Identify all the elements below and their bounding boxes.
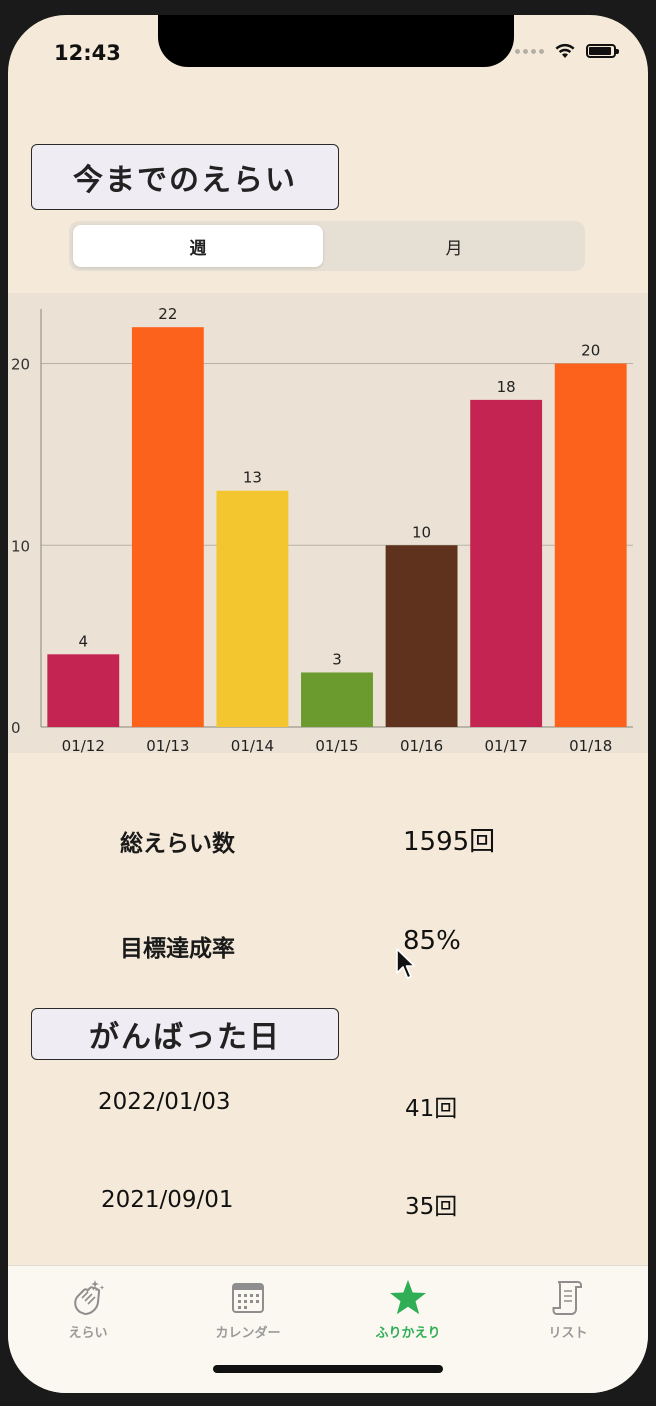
bar: [131, 327, 204, 727]
wifi-icon: [555, 43, 575, 58]
best-day-count: 35回: [405, 1194, 458, 1220]
y-tick-label: 0: [11, 719, 21, 737]
clapping-hands-icon: [74, 1280, 105, 1316]
weekly-bar-chart: 0 10 20 4 01/12 22 01/13 13 01/14 3 01/15 10 01/16 18…: [8, 293, 648, 753]
bar: [47, 654, 120, 727]
tab-label: えらい: [68, 1326, 108, 1341]
x-tick-label: 01/13: [146, 737, 189, 753]
best-days-title: がんばった日: [31, 1008, 339, 1060]
best-day-date: 2021/09/01: [101, 1187, 234, 1213]
bar-value-label: 3: [332, 650, 342, 668]
bar: [385, 545, 458, 727]
best-day-count: 41回: [405, 1096, 458, 1122]
x-tick-label: 01/16: [400, 737, 443, 753]
period-segmented-control: 週 月: [69, 221, 585, 271]
bar: [216, 490, 289, 727]
x-tick-label: 01/17: [485, 737, 528, 753]
app-screen: 12:43 今までのえらい 週 月 0 10 20 4 01/12 22 01/13 13 01…: [8, 15, 648, 1393]
x-tick-label: 01/18: [569, 737, 612, 753]
tab-calendar[interactable]: カレンダー: [168, 1278, 328, 1341]
x-tick-label: 01/15: [315, 737, 358, 753]
page-title: 今までのえらい: [31, 144, 339, 210]
bar: [470, 399, 543, 727]
status-indicators: [515, 43, 619, 59]
calendar-icon: [232, 1283, 264, 1313]
x-tick-label: 01/14: [231, 737, 274, 753]
star-icon: [390, 1280, 426, 1315]
chart-svg: 0 10 20 4 01/12 22 01/13 13 01/14 3 01/15 10 01/16 18…: [11, 305, 633, 753]
tab-list[interactable]: リスト: [488, 1278, 648, 1341]
y-tick-label: 20: [11, 356, 30, 374]
mouse-cursor-icon: [396, 948, 416, 979]
bar: [301, 672, 373, 727]
best-day-date: 2022/01/03: [98, 1089, 231, 1115]
tab-label: ふりかえり: [375, 1326, 441, 1341]
bar-value-label: 22: [158, 305, 177, 323]
tab-review[interactable]: ふりかえり: [328, 1278, 488, 1341]
bar-value-label: 18: [497, 378, 516, 396]
status-time: 12:43: [54, 41, 121, 65]
y-tick-label: 10: [11, 537, 30, 555]
tab-bar: えらい カレンダー ふりかえり: [8, 1265, 648, 1393]
bar-value-label: 4: [79, 632, 89, 650]
cellular-signal-icon: [515, 48, 544, 54]
scroll-icon: [552, 1281, 582, 1315]
segment-month[interactable]: 月: [445, 238, 463, 259]
device-notch: [158, 15, 514, 67]
achievement-rate-value: 85%: [403, 926, 461, 956]
bar-value-label: 10: [412, 523, 431, 541]
tab-label: カレンダー: [215, 1326, 281, 1341]
tab-erai[interactable]: えらい: [8, 1278, 168, 1341]
battery-icon: [586, 44, 619, 58]
bar-value-label: 13: [243, 469, 262, 487]
segment-week[interactable]: 週: [73, 225, 323, 267]
bar-value-label: 20: [581, 342, 600, 360]
bar: [554, 363, 627, 727]
total-count-label: 総えらい数: [120, 830, 235, 857]
x-tick-label: 01/12: [62, 737, 105, 753]
achievement-rate-label: 目標達成率: [120, 935, 235, 962]
total-count-value: 1595回: [403, 827, 496, 857]
tab-label: リスト: [548, 1326, 588, 1341]
home-indicator[interactable]: [213, 1365, 443, 1373]
